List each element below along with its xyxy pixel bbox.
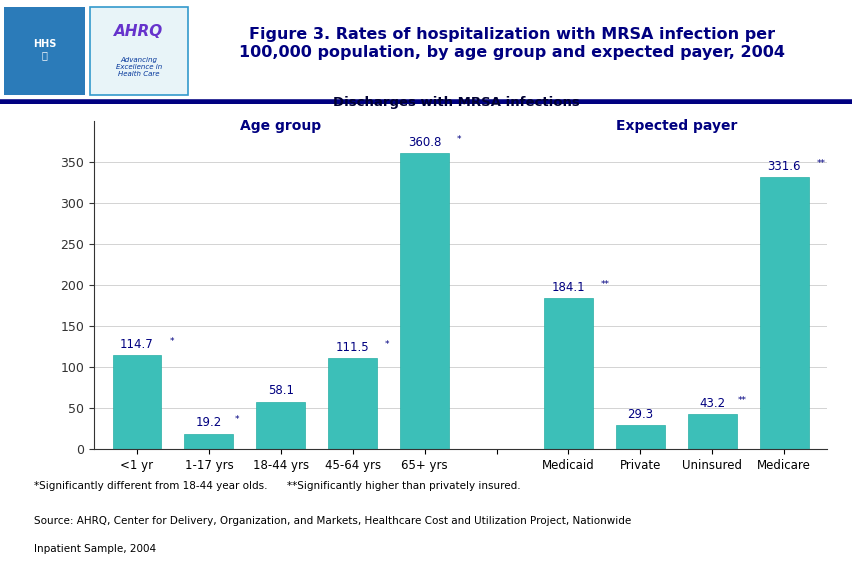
Bar bbox=[256, 401, 305, 449]
Bar bbox=[328, 358, 377, 449]
Text: *: * bbox=[384, 340, 389, 348]
Text: Discharges with MRSA infections: Discharges with MRSA infections bbox=[332, 96, 579, 109]
Text: 58.1: 58.1 bbox=[268, 385, 293, 397]
Text: Figure 3. Rates of hospitalization with MRSA infection per
100,000 population, b: Figure 3. Rates of hospitalization with … bbox=[239, 27, 784, 60]
Text: **: ** bbox=[600, 280, 609, 289]
Bar bbox=[112, 355, 161, 449]
Bar bbox=[615, 425, 664, 449]
Bar bbox=[687, 414, 736, 449]
FancyBboxPatch shape bbox=[4, 7, 85, 96]
Text: 114.7: 114.7 bbox=[120, 338, 153, 351]
Text: Advancing
Excellence in
Health Care: Advancing Excellence in Health Care bbox=[116, 58, 162, 77]
Text: 111.5: 111.5 bbox=[336, 340, 369, 354]
Text: 43.2: 43.2 bbox=[699, 397, 724, 410]
Text: *Significantly different from 18-44 year olds.      **Significantly higher than : *Significantly different from 18-44 year… bbox=[34, 481, 520, 491]
Bar bbox=[759, 177, 808, 449]
Text: 19.2: 19.2 bbox=[196, 416, 222, 430]
Text: 184.1: 184.1 bbox=[551, 281, 584, 294]
Text: 360.8: 360.8 bbox=[407, 136, 440, 149]
Bar bbox=[184, 434, 233, 449]
FancyBboxPatch shape bbox=[89, 7, 187, 96]
Text: Source: AHRQ, Center for Delivery, Organization, and Markets, Healthcare Cost an: Source: AHRQ, Center for Delivery, Organ… bbox=[34, 516, 630, 525]
Bar bbox=[544, 298, 592, 449]
Text: AHRQ: AHRQ bbox=[114, 24, 164, 39]
Text: Expected payer: Expected payer bbox=[615, 119, 736, 133]
Text: 331.6: 331.6 bbox=[767, 160, 800, 173]
Text: **: ** bbox=[815, 159, 825, 168]
Text: *: * bbox=[457, 135, 461, 144]
Text: HHS
🦅: HHS 🦅 bbox=[32, 39, 56, 60]
Text: **: ** bbox=[737, 396, 746, 405]
Text: *: * bbox=[170, 337, 174, 346]
Text: 29.3: 29.3 bbox=[626, 408, 653, 421]
Text: Inpatient Sample, 2004: Inpatient Sample, 2004 bbox=[34, 544, 156, 554]
Text: *: * bbox=[234, 415, 239, 425]
Bar bbox=[400, 153, 449, 449]
Text: Age group: Age group bbox=[240, 119, 321, 133]
